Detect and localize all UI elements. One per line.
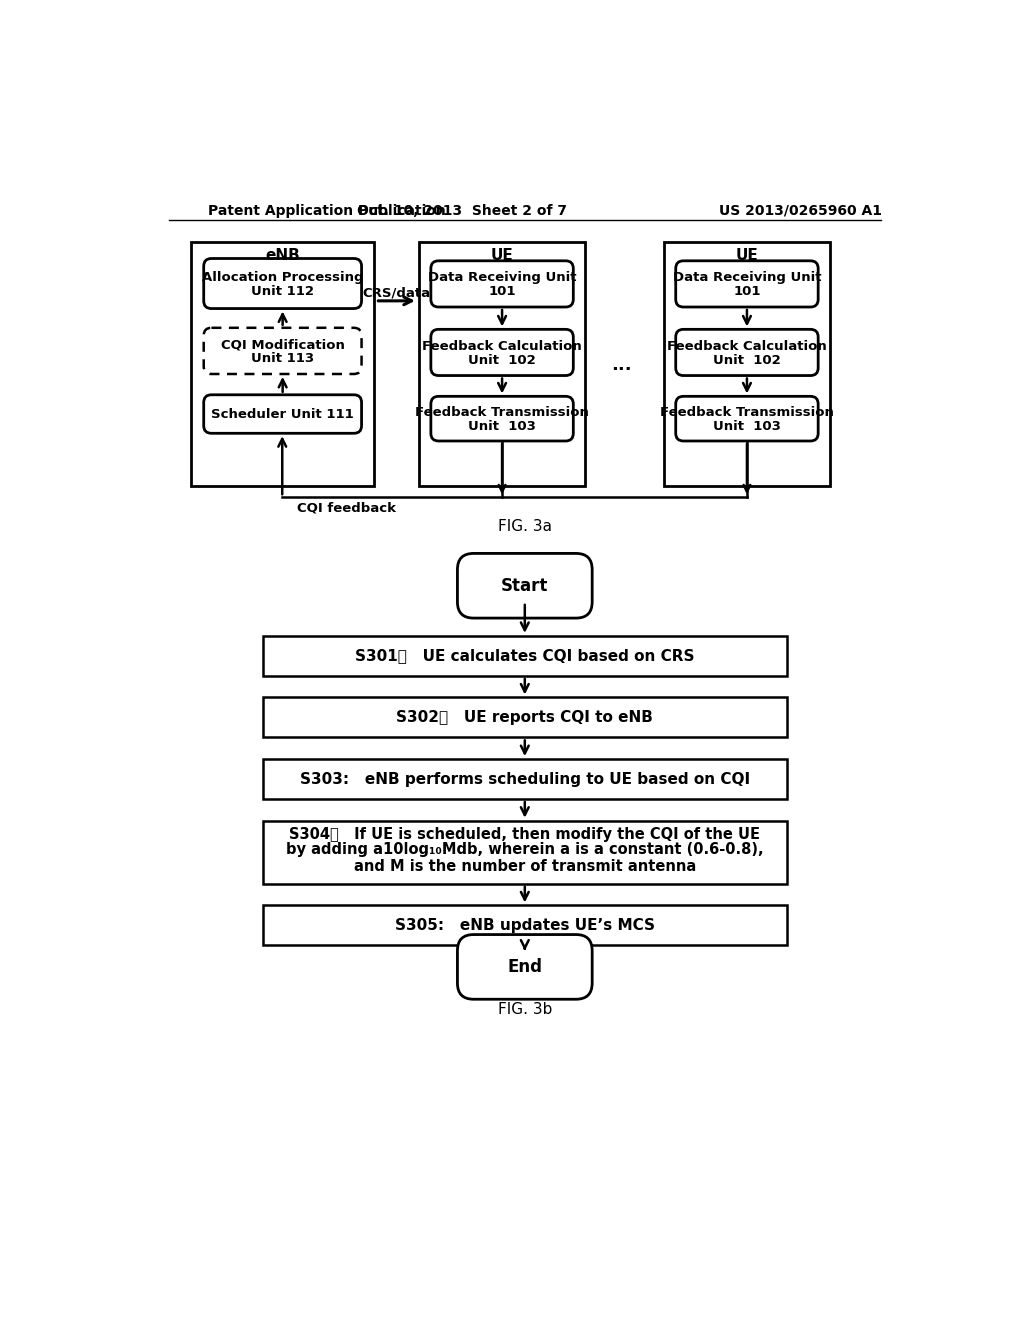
Text: Feedback Transmission: Feedback Transmission	[660, 407, 834, 418]
FancyBboxPatch shape	[431, 396, 573, 441]
Text: eNB: eNB	[265, 248, 300, 263]
Text: Unit  103: Unit 103	[468, 420, 536, 433]
Text: Oct. 10, 2013  Sheet 2 of 7: Oct. 10, 2013 Sheet 2 of 7	[356, 203, 566, 218]
Bar	[419, 242, 585, 487]
Bar	[263, 759, 786, 799]
Text: US 2013/0265960 A1: US 2013/0265960 A1	[719, 203, 882, 218]
FancyBboxPatch shape	[676, 330, 818, 376]
FancyBboxPatch shape	[204, 259, 361, 309]
Text: S304：   If UE is scheduled, then modify the CQI of the UE: S304： If UE is scheduled, then modify th…	[290, 826, 760, 842]
Text: and M is the number of transmit antenna: and M is the number of transmit antenna	[353, 859, 696, 874]
Text: FIG. 3a: FIG. 3a	[498, 519, 552, 535]
FancyBboxPatch shape	[431, 330, 573, 376]
Text: Feedback Calculation: Feedback Calculation	[667, 339, 826, 352]
FancyBboxPatch shape	[676, 396, 818, 441]
Text: UE: UE	[735, 248, 759, 263]
Text: Patent Application Publication: Patent Application Publication	[208, 203, 445, 218]
Text: S305:   eNB updates UE’s MCS: S305: eNB updates UE’s MCS	[395, 917, 654, 933]
Text: Allocation Processing: Allocation Processing	[202, 271, 364, 284]
Text: Unit  103: Unit 103	[713, 420, 781, 433]
Bar	[263, 697, 786, 738]
Text: Feedback Calculation: Feedback Calculation	[422, 339, 582, 352]
Text: CQI feedback: CQI feedback	[297, 502, 395, 515]
Text: CQI Modification: CQI Modification	[221, 338, 344, 351]
FancyBboxPatch shape	[204, 395, 361, 433]
FancyBboxPatch shape	[458, 553, 592, 618]
Bar	[190, 242, 374, 487]
Text: S303:   eNB performs scheduling to UE based on CQI: S303: eNB performs scheduling to UE base…	[300, 771, 750, 787]
Text: Unit  102: Unit 102	[468, 354, 536, 367]
Bar	[263, 821, 786, 884]
Text: Unit 112: Unit 112	[251, 285, 314, 298]
Bar	[263, 636, 786, 676]
Text: End: End	[507, 958, 543, 975]
Text: 101: 101	[733, 285, 761, 298]
Text: Data Receiving Unit: Data Receiving Unit	[673, 271, 821, 284]
Text: S302：   UE reports CQI to eNB: S302： UE reports CQI to eNB	[396, 710, 653, 725]
Text: ...: ...	[611, 356, 632, 374]
Text: S301：   UE calculates CQI based on CRS: S301： UE calculates CQI based on CRS	[355, 648, 694, 664]
Text: 101: 101	[488, 285, 516, 298]
FancyBboxPatch shape	[676, 261, 818, 308]
Text: Data Receiving Unit: Data Receiving Unit	[428, 271, 577, 284]
Text: CRS/data: CRS/data	[362, 286, 431, 300]
Text: Unit 113: Unit 113	[251, 352, 314, 366]
Text: Scheduler Unit 111: Scheduler Unit 111	[211, 408, 354, 421]
Text: Start: Start	[501, 577, 549, 595]
Text: Unit  102: Unit 102	[713, 354, 781, 367]
Bar	[665, 242, 829, 487]
FancyBboxPatch shape	[431, 261, 573, 308]
FancyBboxPatch shape	[204, 327, 361, 374]
Text: by adding a10log₁₀Mdb, wherein a is a constant (0.6-0.8),: by adding a10log₁₀Mdb, wherein a is a co…	[286, 842, 764, 858]
Bar	[263, 906, 786, 945]
Text: FIG. 3b: FIG. 3b	[498, 1002, 552, 1016]
Text: UE: UE	[490, 248, 513, 263]
FancyBboxPatch shape	[458, 935, 592, 999]
Text: Feedback Transmission: Feedback Transmission	[415, 407, 589, 418]
